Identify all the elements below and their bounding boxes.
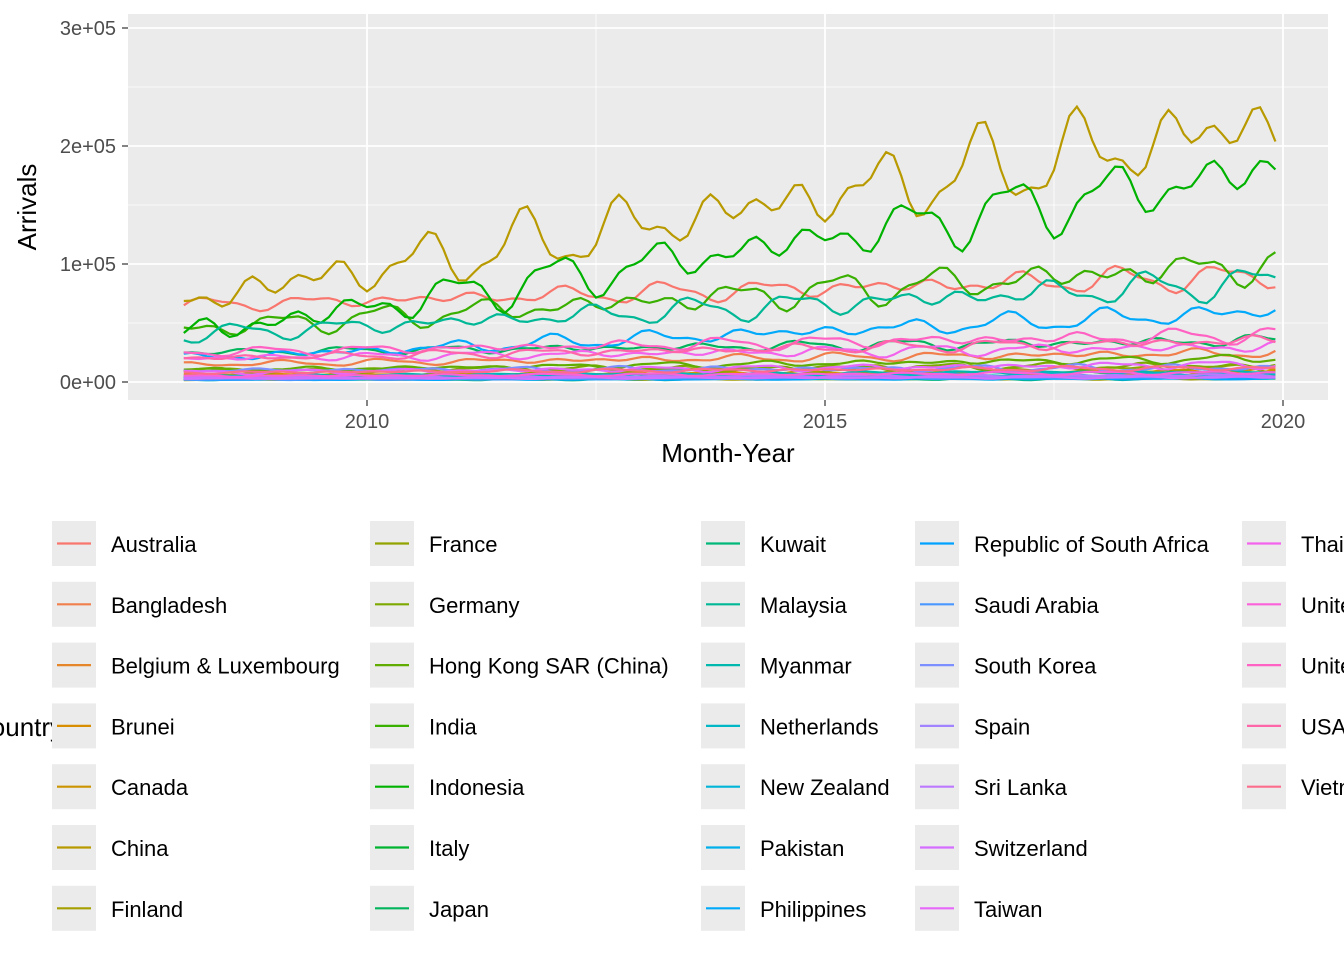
y-tick-label: 2e+05 bbox=[60, 136, 116, 158]
series-layer bbox=[183, 104, 1277, 382]
legend-label: New Zealand bbox=[760, 775, 890, 800]
legend-label: Australia bbox=[111, 532, 197, 557]
legend-label: China bbox=[111, 836, 169, 861]
x-tick-label: 2010 bbox=[345, 411, 390, 433]
legend-label: Japan bbox=[429, 897, 489, 922]
legend-label: Bangladesh bbox=[111, 593, 227, 618]
x-tick-label: 2020 bbox=[1261, 411, 1306, 433]
legend-label: Taiwan bbox=[974, 897, 1042, 922]
y-axis: 0e+00 1e+05 2e+05 3e+05 bbox=[60, 18, 128, 394]
x-axis: 2010 2015 2020 bbox=[345, 400, 1306, 433]
x-axis-title: Month-Year bbox=[661, 438, 795, 468]
series-line bbox=[183, 327, 1276, 358]
legend-label: Philippines bbox=[760, 897, 866, 922]
grid-major bbox=[128, 14, 1328, 400]
series-line bbox=[183, 364, 1276, 376]
legend-label: Switzerland bbox=[974, 836, 1088, 861]
x-tick-label: 2015 bbox=[803, 411, 848, 433]
legend-label: Sri Lanka bbox=[974, 775, 1068, 800]
y-tick-label: 3e+05 bbox=[60, 18, 116, 40]
series-line bbox=[183, 269, 1276, 344]
legend-label: Pakistan bbox=[760, 836, 844, 861]
plot-panel bbox=[128, 14, 1328, 400]
legend-label: Malaysia bbox=[760, 593, 848, 618]
series-line bbox=[183, 370, 1276, 379]
legend-label: India bbox=[429, 714, 477, 739]
series-line bbox=[183, 353, 1276, 373]
series-line bbox=[183, 159, 1277, 339]
legend-label: Indonesia bbox=[429, 775, 525, 800]
legend-label: Myanmar bbox=[760, 654, 852, 679]
legend-label: Finland bbox=[111, 897, 183, 922]
legend-label: United Kingdom bbox=[1301, 654, 1344, 679]
legend-label: USA bbox=[1301, 714, 1344, 739]
y-tick-label: 0e+00 bbox=[60, 372, 116, 394]
series-line bbox=[183, 264, 1276, 313]
legend-label: United Arab Emirates bbox=[1301, 593, 1344, 618]
legend: CountryAustraliaBangladeshBelgium & Luxe… bbox=[0, 521, 1344, 931]
legend-label: Netherlands bbox=[760, 714, 879, 739]
legend-label: Kuwait bbox=[760, 532, 826, 557]
legend-label: France bbox=[429, 532, 497, 557]
legend-label: Canada bbox=[111, 775, 189, 800]
legend-label: Saudi Arabia bbox=[974, 593, 1100, 618]
series-line bbox=[183, 251, 1277, 336]
series-line bbox=[183, 104, 1277, 308]
legend-label: Spain bbox=[974, 714, 1030, 739]
legend-label: South Korea bbox=[974, 654, 1097, 679]
series-line bbox=[183, 347, 1276, 367]
legend-label: Brunei bbox=[111, 714, 175, 739]
y-tick-label: 1e+05 bbox=[60, 254, 116, 276]
legend-label: Germany bbox=[429, 593, 519, 618]
legend-label: Belgium & Luxembourg bbox=[111, 654, 340, 679]
legend-label: Italy bbox=[429, 836, 469, 861]
legend-label: Vietnam bbox=[1301, 775, 1344, 800]
legend-label: Thailand bbox=[1301, 532, 1344, 557]
series-line bbox=[183, 375, 1276, 380]
legend-label: Republic of South Africa bbox=[974, 532, 1210, 557]
series-line bbox=[183, 339, 1276, 362]
series-line bbox=[183, 334, 1276, 361]
y-axis-title: Arrivals bbox=[12, 164, 42, 251]
legend-label: Hong Kong SAR (China) bbox=[429, 654, 669, 679]
